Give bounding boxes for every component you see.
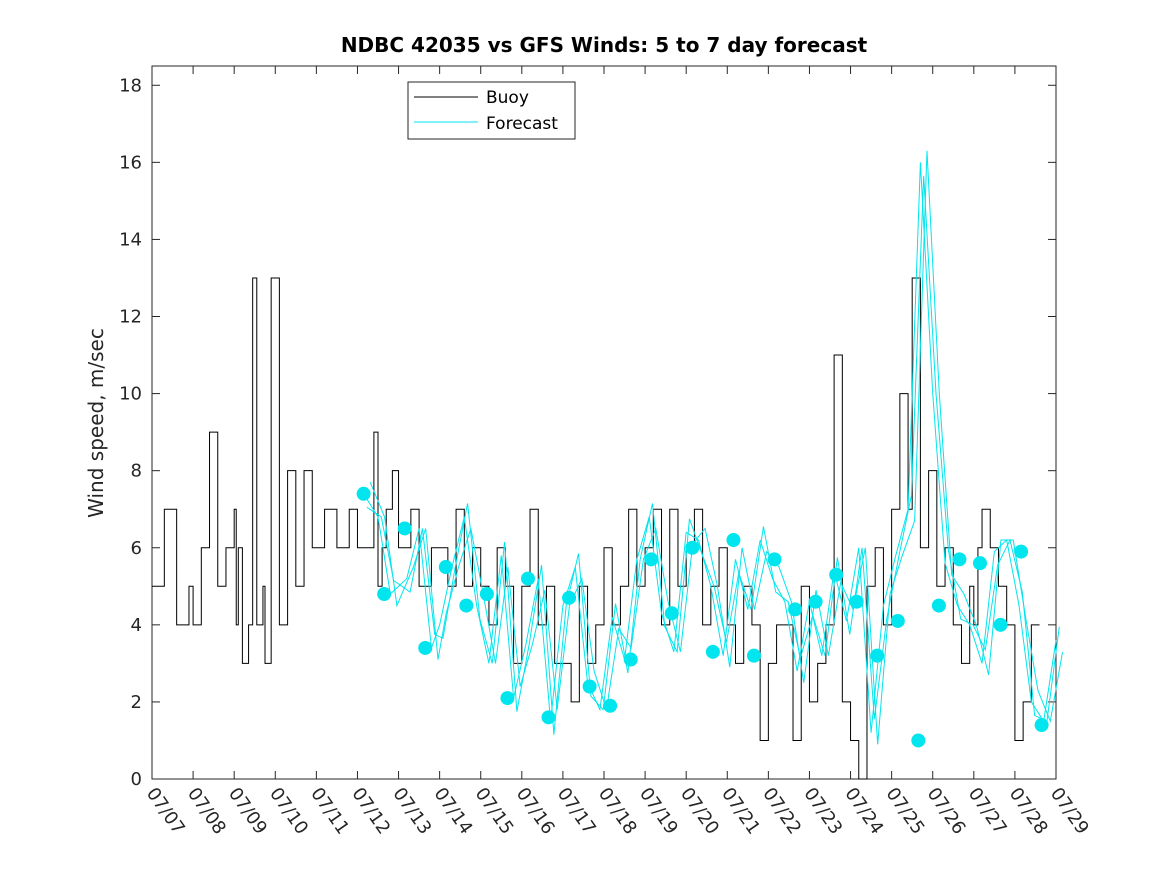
forecast-marker xyxy=(849,594,864,609)
y-tick-label: 8 xyxy=(131,461,142,482)
legend-buoy-label: Buoy xyxy=(486,88,529,108)
y-tick-label: 2 xyxy=(131,692,142,713)
forecast-marker xyxy=(808,594,823,609)
forecast-marker xyxy=(1034,718,1049,733)
forecast-marker xyxy=(541,710,556,725)
x-tick-label: 07/09 xyxy=(224,784,271,839)
forecast-marker xyxy=(459,598,474,613)
x-tick-label: 07/23 xyxy=(799,784,846,839)
y-axis-label: Wind speed, m/sec xyxy=(84,328,108,518)
forecast-marker xyxy=(582,679,597,694)
forecast-marker xyxy=(397,521,412,536)
forecast-marker xyxy=(418,640,433,655)
chart-title: NDBC 42035 vs GFS Winds: 5 to 7 day fore… xyxy=(341,33,868,57)
x-tick-label: 07/27 xyxy=(964,784,1011,839)
forecast-line xyxy=(363,162,1057,733)
forecast-marker xyxy=(726,533,741,548)
plot-area xyxy=(151,65,1057,780)
y-tick-label: 12 xyxy=(119,307,142,328)
x-tick-label: 07/29 xyxy=(1046,784,1093,839)
forecast-marker xyxy=(603,698,618,713)
x-tick-label: 07/11 xyxy=(306,784,353,839)
forecast-marker xyxy=(1014,544,1029,559)
forecast-marker xyxy=(685,540,700,555)
x-tick-label: 07/19 xyxy=(635,784,682,839)
forecast-marker xyxy=(911,733,926,748)
x-tick-label: 07/10 xyxy=(265,784,312,839)
forecast-marker xyxy=(664,606,679,621)
legend-forecast-label: Forecast xyxy=(486,114,558,134)
forecast-marker xyxy=(829,567,844,582)
y-tick-label: 6 xyxy=(131,538,142,559)
x-tick-label: 07/20 xyxy=(676,784,723,839)
legend: Buoy Forecast xyxy=(407,81,576,140)
buoy-line xyxy=(152,277,1040,780)
y-axis: 0 2 4 6 8 10 12 14 16 18 xyxy=(119,75,1056,790)
x-tick-label: 07/17 xyxy=(553,784,600,839)
forecast-marker xyxy=(993,617,1008,632)
forecast-marker xyxy=(972,556,987,571)
y-tick-label: 0 xyxy=(131,769,142,790)
forecast-marker xyxy=(520,571,535,586)
forecast-marker xyxy=(890,613,905,628)
forecast-marker xyxy=(562,590,577,605)
forecast-marker xyxy=(377,587,392,602)
forecast-marker xyxy=(623,652,638,667)
y-tick-label: 14 xyxy=(119,229,142,250)
forecast-marker xyxy=(931,598,946,613)
x-tick-label: 07/16 xyxy=(512,784,559,839)
x-tick-label: 07/28 xyxy=(1005,784,1052,839)
x-tick-label: 07/14 xyxy=(430,784,477,839)
x-tick-label: 07/25 xyxy=(882,784,929,839)
forecast-line xyxy=(369,150,1064,745)
x-tick-label: 07/15 xyxy=(471,784,518,839)
x-tick-label: 07/24 xyxy=(840,784,887,839)
x-tick-label: 07/22 xyxy=(758,784,805,839)
forecast-marker xyxy=(500,691,515,706)
forecast-marker xyxy=(705,644,720,659)
legend-box xyxy=(407,81,576,140)
x-tick-label: 07/21 xyxy=(717,784,764,839)
x-tick-label: 07/07 xyxy=(142,784,189,839)
forecast-marker xyxy=(952,552,967,567)
forecast-marker xyxy=(438,560,453,575)
series-forecast xyxy=(363,150,1064,745)
x-tick-label: 07/18 xyxy=(594,784,641,839)
y-tick-label: 16 xyxy=(119,152,142,173)
x-tick-label: 07/08 xyxy=(183,784,230,839)
forecast-marker xyxy=(356,486,371,501)
forecast-marker xyxy=(870,648,885,663)
forecast-marker xyxy=(746,648,761,663)
forecast-marker xyxy=(767,552,782,567)
x-tick-label: 07/13 xyxy=(388,784,435,839)
forecast-line xyxy=(366,175,1060,735)
y-tick-label: 18 xyxy=(119,75,142,96)
forecast-marker xyxy=(479,587,494,602)
forecast-marker xyxy=(788,602,803,617)
forecast-marker xyxy=(644,552,659,567)
forecast-markers xyxy=(356,486,1049,748)
y-tick-label: 10 xyxy=(119,384,142,405)
y-tick-label: 4 xyxy=(131,615,142,636)
x-tick-label: 07/12 xyxy=(347,784,394,839)
x-tick-label: 07/26 xyxy=(923,784,970,839)
series-buoy xyxy=(152,277,1040,780)
